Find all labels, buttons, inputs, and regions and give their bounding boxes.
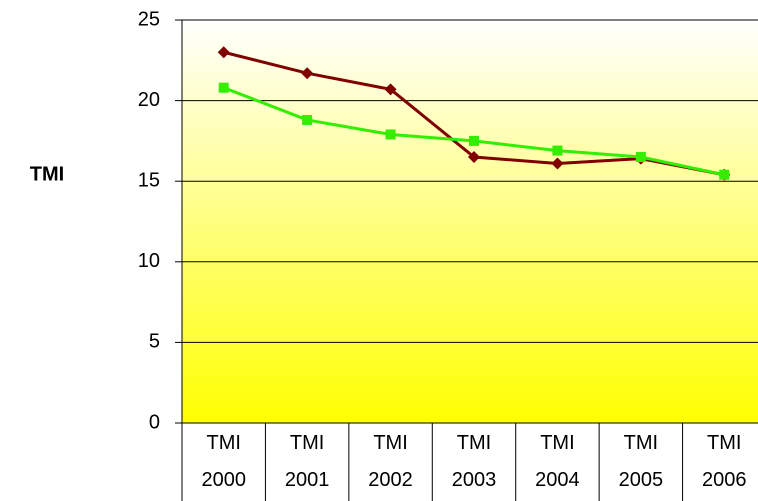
y-tick-label: 20 [138, 89, 160, 111]
marker [385, 129, 396, 140]
marker [218, 82, 229, 93]
x-tick-label: TMI 2003 [451, 432, 497, 491]
y-tick-label: 15 [138, 169, 160, 191]
y-tick-label: 25 [138, 8, 160, 30]
marker [301, 67, 314, 80]
marker [719, 169, 730, 180]
x-tick-label: TMI 2002 [368, 432, 413, 491]
marker [302, 114, 313, 125]
marker [217, 46, 230, 59]
marker [551, 157, 564, 170]
x-tick-label: TMI 2000 [201, 432, 246, 491]
y-tick-label: 0 [149, 411, 160, 433]
marker [468, 151, 480, 164]
marker [552, 145, 563, 156]
y-tick-label: 10 [138, 250, 160, 272]
x-tick-label: TMI 2001 [284, 432, 330, 491]
y-tick-label: 5 [149, 331, 160, 353]
y-axis-label: TMI [30, 163, 64, 185]
marker [469, 135, 479, 146]
x-tick-label: TMI 2004 [535, 432, 580, 491]
marker [635, 152, 646, 163]
x-tick-label: TMI 2006 [702, 432, 747, 491]
marker [384, 83, 397, 96]
x-tick-label: TMI 2005 [618, 432, 664, 491]
plot-area [182, 20, 758, 423]
